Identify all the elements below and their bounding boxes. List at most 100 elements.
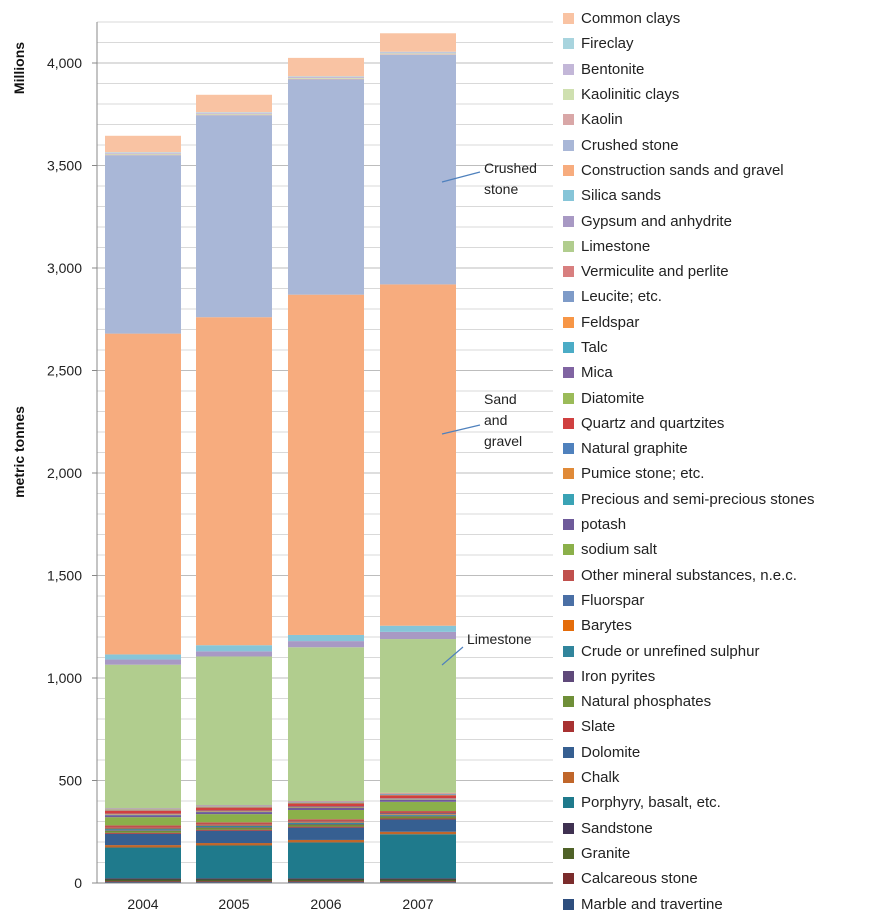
bar-segment: [105, 814, 181, 815]
bar-segment: [288, 810, 364, 819]
legend-swatch: [563, 443, 574, 454]
legend-label: Gypsum and anhydrite: [581, 213, 732, 230]
bar-segment: [288, 79, 364, 80]
legend-label: Granite: [581, 845, 630, 862]
legend-item: Fluorspar: [563, 588, 868, 613]
bar-segment: [196, 814, 272, 822]
legend-swatch: [563, 772, 574, 783]
legend-swatch: [563, 216, 574, 227]
legend-swatch: [563, 494, 574, 505]
y-tick-label: 1,000: [47, 670, 82, 686]
bar-segment: [288, 824, 364, 825]
legend-label: Precious and semi-precious stones: [581, 491, 814, 508]
bar-segment: [288, 840, 364, 842]
bar-segment: [288, 76, 364, 77]
legend-item: Natural phosphates: [563, 689, 868, 714]
y-tick-label: 4,000: [47, 55, 82, 71]
legend-swatch: [563, 140, 574, 151]
y-tick-label: 3,500: [47, 158, 82, 174]
bar-segment: [380, 811, 456, 813]
bar-stack-2006: [288, 58, 364, 883]
legend-label: Pumice stone; etc.: [581, 465, 704, 482]
y-unit-label: Millions: [11, 42, 27, 94]
legend-label: Crude or unrefined sulphur: [581, 643, 759, 660]
legend-item: Leucite; etc.: [563, 284, 868, 309]
bar-segment: [105, 815, 181, 817]
annotation-text: and: [484, 412, 507, 428]
y-tick-label: 2,500: [47, 363, 82, 379]
bar-segment: [288, 828, 364, 840]
bar-segment: [288, 78, 364, 79]
legend-label: Natural phosphates: [581, 693, 711, 710]
x-tick-label: 2005: [218, 896, 249, 912]
legend-item: Crushed stone: [563, 132, 868, 157]
legend-swatch: [563, 393, 574, 404]
bar-segment: [196, 843, 272, 845]
bar-segment: [196, 880, 272, 882]
bar-segment: [196, 651, 272, 656]
bar-segment: [105, 848, 181, 879]
legend-item: Kaolinitic clays: [563, 82, 868, 107]
bar-segment: [196, 645, 272, 651]
legend-label: Quartz and quartzites: [581, 415, 724, 432]
legend-label: Dolomite: [581, 744, 640, 761]
legend-label: Kaolinitic clays: [581, 86, 679, 103]
bar-segment: [288, 823, 364, 824]
legend-item: Natural graphite: [563, 436, 868, 461]
legend-swatch: [563, 13, 574, 24]
annotation-text: stone: [484, 181, 518, 197]
bar-segment: [196, 114, 272, 115]
legend-swatch: [563, 291, 574, 302]
y-axis-title: metric tonnes: [11, 406, 27, 498]
legend-swatch: [563, 671, 574, 682]
legend-label: Fireclay: [581, 35, 634, 52]
bar-segment: [196, 827, 272, 828]
legend-swatch: [563, 570, 574, 581]
legend-label: Mica: [581, 364, 613, 381]
legend-label: Limestone: [581, 238, 650, 255]
bar-segment: [380, 795, 456, 798]
legend-label: Common clays: [581, 10, 680, 27]
legend-swatch: [563, 721, 574, 732]
legend-item: Feldspar: [563, 310, 868, 335]
legend-label: Calcareous stone: [581, 870, 698, 887]
bar-segment: [196, 878, 272, 879]
bar-segment: [288, 808, 364, 810]
legend-label: Iron pyrites: [581, 668, 655, 685]
legend-label: Talc: [581, 339, 608, 356]
bar-segment: [288, 807, 364, 808]
legend-label: Vermiculite and perlite: [581, 263, 729, 280]
legend-label: Porphyry, basalt, etc.: [581, 794, 721, 811]
bar-segment: [380, 632, 456, 639]
y-tick-label: 1,500: [47, 568, 82, 584]
bar-segment: [196, 822, 272, 824]
legend-label: Construction sands and gravel: [581, 162, 784, 179]
bar-segment: [196, 317, 272, 645]
bar-segment: [288, 803, 364, 806]
legend-swatch: [563, 241, 574, 252]
bar-segment: [105, 155, 181, 156]
legend-item: sodium salt: [563, 537, 868, 562]
annotation-text: Crushed: [484, 160, 537, 176]
legend-item: Bentonite: [563, 57, 868, 82]
bar-segment: [196, 812, 272, 814]
legend-label: Sandstone: [581, 820, 653, 837]
bar-segment: [196, 808, 272, 811]
legend-swatch: [563, 317, 574, 328]
legend-swatch: [563, 873, 574, 884]
bar-stacks: [105, 33, 456, 883]
annotation-text: gravel: [484, 433, 522, 449]
legend-item: Diatomite: [563, 385, 868, 410]
bar-segment: [288, 822, 364, 823]
bar-segment: [288, 822, 364, 823]
legend-label: potash: [581, 516, 626, 533]
bar-segment: [105, 825, 181, 827]
y-tick-label: 500: [59, 773, 83, 789]
bar-segment: [196, 113, 272, 114]
legend-item: Gypsum and anhydrite: [563, 208, 868, 233]
bar-segment: [380, 832, 456, 834]
bar-segment: [105, 828, 181, 829]
bar-segment: [380, 816, 456, 817]
